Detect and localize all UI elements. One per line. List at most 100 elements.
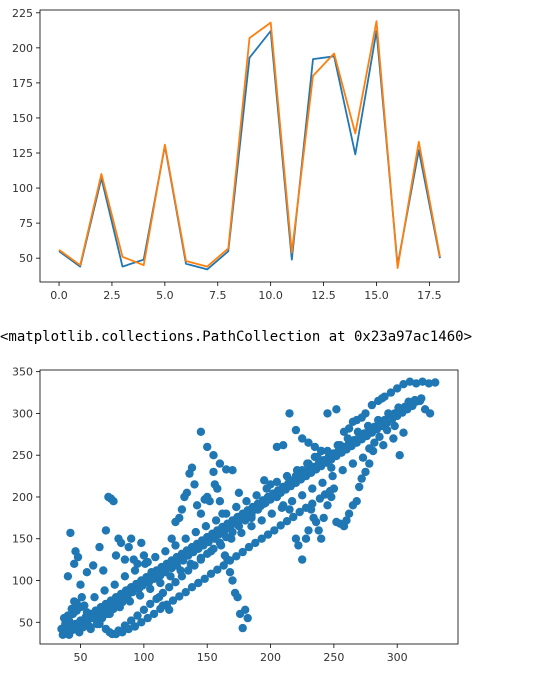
scatter-point bbox=[310, 452, 320, 462]
scatter-point bbox=[308, 484, 317, 493]
scatter-point bbox=[66, 528, 75, 538]
scatter-point bbox=[370, 438, 379, 447]
scatter-point bbox=[213, 565, 222, 574]
scatter-point bbox=[361, 467, 370, 477]
scatter-chart-x-tick-label: 150 bbox=[197, 651, 218, 664]
scatter-point bbox=[124, 624, 133, 634]
scatter-point bbox=[182, 488, 192, 497]
scatter-point bbox=[225, 568, 235, 577]
scatter-point bbox=[105, 628, 114, 637]
line-chart-ticks: 0.0 2.5 5.0 7.5 10.0 12.5 15.0 17.5 50 75 100 125 15… bbox=[12, 7, 442, 302]
scatter-point bbox=[417, 394, 426, 403]
scatter-point bbox=[314, 526, 323, 535]
scatter-point bbox=[116, 538, 126, 548]
scatter-point bbox=[190, 561, 199, 570]
scatter-point bbox=[399, 428, 408, 437]
scatter-point bbox=[187, 583, 197, 592]
scatter-point bbox=[209, 467, 218, 477]
scatter-point bbox=[146, 599, 155, 609]
scatter-point bbox=[177, 572, 187, 581]
scatter-point bbox=[311, 517, 321, 527]
scatter-point bbox=[222, 465, 231, 474]
scatter-point bbox=[139, 551, 149, 560]
scatter-point bbox=[70, 559, 79, 568]
scatter-point bbox=[215, 459, 225, 468]
scatter-point bbox=[171, 541, 180, 550]
scatter-point bbox=[64, 630, 74, 639]
scatter-point bbox=[304, 459, 313, 468]
line-chart-x-tick-label: 0.0 bbox=[50, 289, 68, 302]
scatter-point bbox=[418, 377, 427, 386]
scatter-chart-y-tick-label: 100 bbox=[12, 575, 33, 588]
scatter-point bbox=[405, 377, 415, 386]
scatter-point bbox=[205, 497, 214, 506]
scatter-point bbox=[328, 471, 337, 481]
scatter-chart-y-tick-label: 250 bbox=[12, 449, 33, 462]
scatter-point bbox=[77, 593, 87, 602]
scatter-point bbox=[102, 609, 112, 619]
scatter-point bbox=[425, 409, 435, 418]
scatter-point bbox=[375, 432, 384, 441]
scatter-point bbox=[167, 534, 176, 543]
scatter-point bbox=[332, 405, 341, 414]
scatter-point bbox=[344, 509, 354, 518]
scatter-point bbox=[395, 451, 404, 460]
scatter-point bbox=[127, 534, 136, 543]
scatter-point bbox=[156, 578, 165, 588]
line-chart-y-tick-label: 75 bbox=[19, 217, 33, 230]
scatter-point bbox=[234, 488, 244, 497]
scatter-point bbox=[287, 497, 297, 506]
scatter-point bbox=[399, 380, 408, 389]
line-chart-y-tick-label: 50 bbox=[19, 252, 33, 265]
scatter-point bbox=[209, 544, 218, 553]
scatter-point bbox=[247, 522, 256, 531]
scatter-point bbox=[263, 530, 273, 539]
scatter-point bbox=[78, 623, 88, 632]
scatter-point bbox=[118, 628, 127, 637]
scatter-point bbox=[181, 534, 190, 543]
scatter-point bbox=[101, 526, 111, 535]
scatter-point bbox=[137, 618, 146, 627]
scatter-point bbox=[196, 427, 206, 436]
scatter-point bbox=[130, 566, 140, 575]
scatter-point bbox=[151, 552, 160, 562]
scatter-point bbox=[222, 532, 231, 542]
scatter-point bbox=[76, 580, 85, 589]
scatter-point bbox=[295, 507, 304, 517]
scatter-point bbox=[133, 611, 142, 620]
line-chart-y-tick-label: 175 bbox=[12, 77, 33, 90]
scatter-point bbox=[237, 528, 246, 538]
scatter-point bbox=[175, 592, 184, 601]
line-chart-x-tick-label: 7.5 bbox=[209, 289, 227, 302]
scatter-point bbox=[382, 425, 392, 435]
line-chart-x-tick-label: 5.0 bbox=[156, 289, 174, 302]
scatter-point bbox=[177, 505, 187, 514]
line-chart-series bbox=[58, 20, 441, 271]
scatter-point bbox=[232, 552, 241, 561]
scatter-point bbox=[393, 384, 402, 393]
scatter-point bbox=[233, 593, 242, 602]
scatter-chart-axes-frame bbox=[39, 369, 459, 645]
scatter-chart-y-tick-label: 150 bbox=[12, 533, 33, 546]
line-chart-y-tick-label: 225 bbox=[12, 7, 33, 20]
scatter-point bbox=[73, 552, 83, 562]
scatter-point bbox=[139, 605, 149, 614]
scatter-point bbox=[323, 501, 332, 510]
line-chart-y-tick-label: 125 bbox=[12, 147, 33, 160]
scatter-point bbox=[218, 509, 227, 518]
scatter-point bbox=[135, 591, 145, 600]
line-chart-y-tick-label: 100 bbox=[12, 182, 33, 195]
scatter-point bbox=[352, 497, 361, 506]
scatter-point bbox=[138, 581, 147, 590]
scatter-point bbox=[99, 566, 108, 575]
scatter-point bbox=[353, 427, 363, 436]
scatter-point bbox=[260, 476, 269, 485]
scatter-point bbox=[380, 392, 389, 401]
line-chart-x-tick-label: 17.5 bbox=[417, 289, 442, 302]
scatter-point bbox=[266, 480, 275, 489]
scatter-point bbox=[111, 551, 121, 560]
scatter-chart-ticks: 50 100 150 200 250 300 50 100 150 200 250 300 350 bbox=[12, 366, 408, 664]
scatter-point bbox=[285, 505, 294, 514]
scatter-point bbox=[289, 512, 298, 522]
scatter-point bbox=[298, 555, 307, 564]
